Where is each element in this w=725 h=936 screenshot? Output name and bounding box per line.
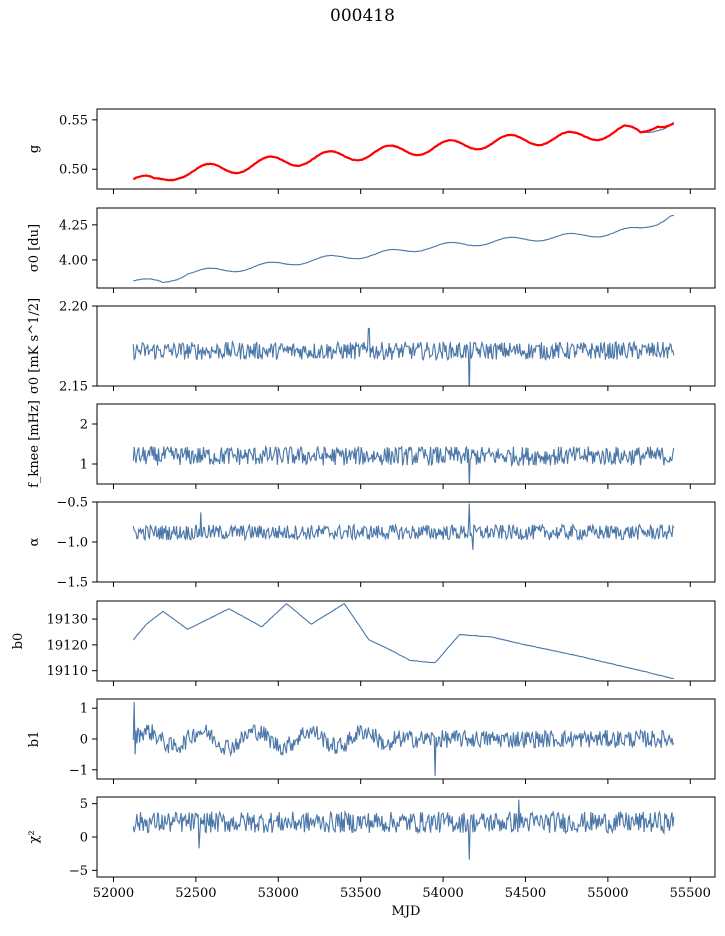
y-tick-label: 2.20	[59, 300, 88, 315]
series-line-1-0	[133, 214, 675, 284]
y-axis-label: b0	[11, 633, 26, 650]
y-axis-label: χ²	[27, 830, 42, 843]
y-tick-label: 2.15	[59, 380, 88, 395]
y-axis-label: σ0 [du]	[27, 224, 42, 272]
y-tick-label: 19110	[47, 664, 88, 679]
y-tick-label: −1	[69, 763, 88, 778]
y-axis-label: f_knee [mHz]	[27, 400, 42, 488]
y-axis-label: σ0 [mK s^1/2]	[27, 298, 42, 394]
series-line-6-0	[132, 702, 675, 776]
y-tick-label: 0	[80, 831, 88, 846]
y-tick-label: 2	[80, 418, 88, 433]
panel-frame	[96, 207, 716, 289]
y-axis-label: α	[27, 537, 42, 546]
x-tick-label: 54500	[505, 886, 546, 901]
panel-frame	[96, 501, 716, 583]
series-line-2-0	[132, 327, 675, 386]
panel-frame	[96, 305, 716, 387]
x-tick-label: 52500	[175, 886, 216, 901]
y-tick-label: −1.0	[56, 536, 88, 551]
series-line-0-1	[133, 122, 675, 182]
y-tick-label: −1.5	[56, 576, 88, 591]
y-tick-label: 5	[80, 797, 88, 812]
y-tick-label: 1	[80, 458, 88, 473]
y-tick-label: 0.50	[59, 163, 88, 178]
x-tick-label: 55000	[587, 886, 628, 901]
y-tick-label: 19130	[47, 613, 88, 628]
series-line-5-0	[132, 602, 674, 680]
series-line-3-0	[132, 444, 675, 484]
y-tick-label: 19120	[47, 638, 88, 653]
y-axis-label: b1	[27, 731, 42, 748]
y-tick-label: 0.55	[59, 113, 88, 128]
x-tick-label: 55500	[670, 886, 711, 901]
x-tick-label: 53500	[340, 886, 381, 901]
y-tick-label: −5	[69, 864, 88, 879]
series-line-7-0	[132, 799, 675, 860]
y-tick-label: −0.5	[56, 496, 88, 511]
x-tick-label: 54000	[422, 886, 463, 901]
panel-frame	[96, 108, 716, 190]
panel-frame	[96, 796, 716, 878]
x-tick-label: 53000	[258, 886, 299, 901]
panel-frame	[96, 600, 716, 682]
y-axis-label: g	[27, 145, 42, 153]
figure-title: 000418	[330, 6, 395, 26]
series-line-4-0	[132, 503, 675, 551]
panel-frame	[96, 403, 716, 485]
y-tick-label: 4.25	[59, 218, 88, 233]
x-tick-label: 52000	[93, 886, 134, 901]
x-axis-label: MJD	[392, 904, 421, 919]
y-tick-label: 1	[80, 702, 88, 717]
y-tick-label: 0	[80, 733, 88, 748]
y-tick-label: 4.00	[59, 253, 88, 268]
